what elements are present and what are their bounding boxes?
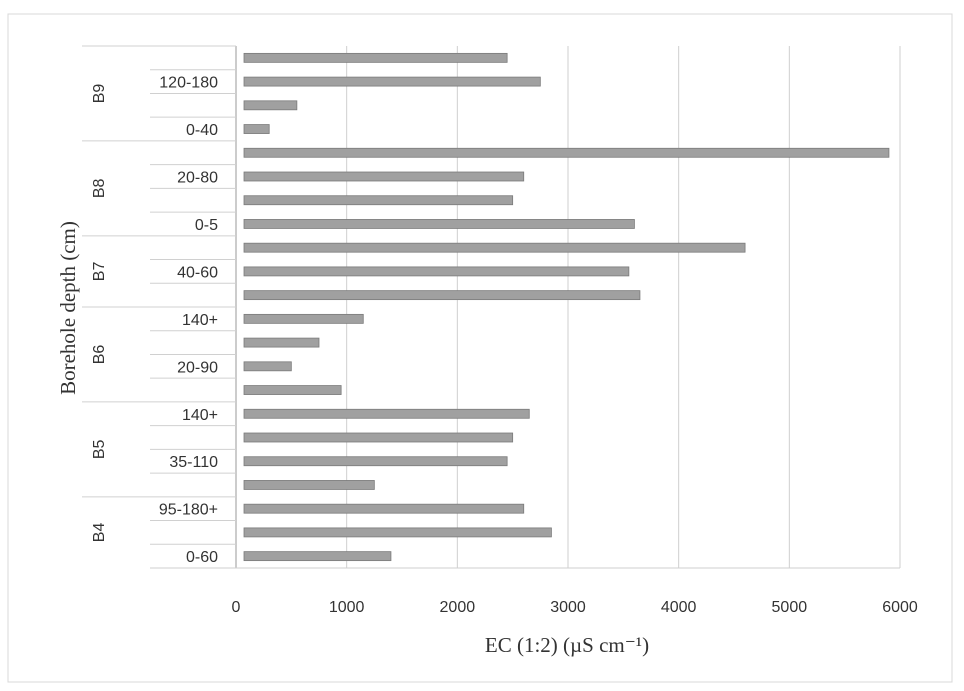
bar <box>243 124 270 134</box>
x-axis-title: EC (1:2) (µS cm⁻¹) <box>485 633 649 657</box>
bar <box>243 503 525 514</box>
chart-border <box>7 13 953 683</box>
bar <box>243 219 635 229</box>
y-axis-title: Borehole depth (cm) <box>56 221 80 395</box>
bar <box>243 432 514 443</box>
bar <box>243 480 375 490</box>
category-label: 120-180 <box>159 75 218 92</box>
x-tick-label: 6000 <box>882 599 918 616</box>
category-label: 140+ <box>182 312 218 329</box>
gridlines <box>346 46 901 568</box>
bar <box>243 527 552 538</box>
bar <box>243 456 508 467</box>
category-label: 0-40 <box>186 122 218 139</box>
group-labels: B9 B8 B7 B6 B5 B4 <box>82 45 150 543</box>
category-label: 40-60 <box>177 264 218 281</box>
x-tick-label: 3000 <box>550 599 586 616</box>
bar <box>243 313 364 324</box>
category-label: 95-180+ <box>159 502 218 519</box>
group-label: B9 <box>91 84 108 104</box>
bar <box>243 76 541 87</box>
x-tick-label: 1000 <box>329 599 365 616</box>
group-label: B6 <box>91 345 108 365</box>
bar <box>243 266 630 277</box>
bar <box>243 290 641 301</box>
bar <box>243 52 508 63</box>
group-label: B7 <box>91 262 108 282</box>
bar <box>243 337 320 348</box>
bar <box>243 100 298 111</box>
x-tick-label: 0 <box>232 599 241 616</box>
category-label: 0-5 <box>195 217 218 234</box>
x-tick-label: 2000 <box>440 599 476 616</box>
bar <box>243 385 342 395</box>
bar <box>243 361 292 372</box>
group-label: B5 <box>91 439 108 459</box>
x-tick-label: 5000 <box>772 599 808 616</box>
category-label: 0-60 <box>186 549 218 566</box>
bar <box>243 408 530 419</box>
category-label: 20-80 <box>177 170 218 187</box>
bar <box>243 147 890 158</box>
group-label: B4 <box>91 523 108 543</box>
category-label: 140+ <box>182 407 218 424</box>
group-label: B8 <box>91 178 108 198</box>
bar <box>243 171 525 182</box>
bars <box>243 52 890 562</box>
x-tick-label: 4000 <box>661 599 697 616</box>
bar <box>243 242 746 253</box>
category-labels: 120-180 0-40 20-80 0-5 40-60 140+ 20-90 140+ 35-… <box>159 75 218 567</box>
axes: 0 1000 2000 3000 4000 5000 6000 <box>150 45 918 616</box>
bar <box>243 551 392 562</box>
category-label: 20-90 <box>177 359 218 376</box>
category-label: 35-110 <box>169 454 218 471</box>
bar <box>243 195 514 206</box>
